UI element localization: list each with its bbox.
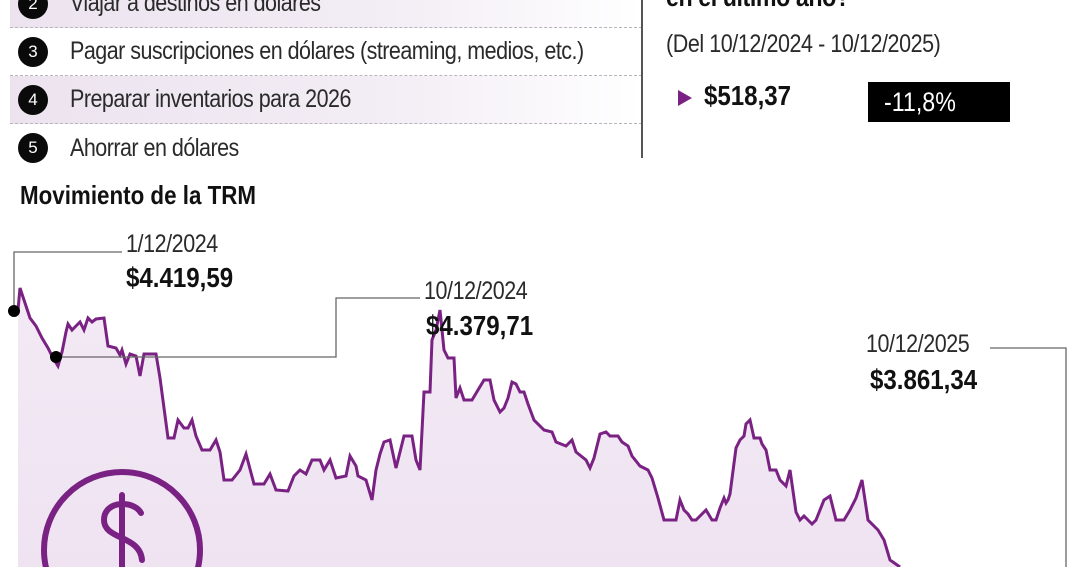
annotation-end-value: $3.861,34 — [870, 364, 978, 395]
leader-line-end — [990, 347, 1067, 567]
leader-line-start — [13, 251, 122, 310]
summary-title: en el último año? — [666, 0, 850, 13]
annotation-start-value: $4.419,59 — [126, 262, 234, 293]
summary-value: $518,37 — [704, 80, 792, 111]
chart-line — [16, 287, 901, 567]
number-badge: 2 — [18, 0, 48, 19]
change-percent-text: -11,8% — [884, 86, 956, 117]
recommendations-list: 2 Viajar a destinos en dólares 3 Pagar s… — [10, 0, 642, 172]
dollar-circle-icon — [41, 469, 203, 567]
list-item: 5 Ahorrar en dólares — [10, 124, 642, 172]
list-item: 2 Viajar a destinos en dólares — [10, 0, 642, 28]
vertical-divider — [641, 0, 643, 158]
chart-title: Movimiento de la TRM — [20, 180, 257, 210]
list-item-label: Viajar a destinos en dólares — [70, 0, 321, 17]
marker-low — [50, 351, 62, 363]
annotation-peak-date: 10/12/2024 — [424, 277, 528, 305]
annotation-end-date: 10/12/2025 — [866, 330, 970, 358]
summary-date-range: (Del 10/12/2024 - 10/12/2025) — [666, 30, 941, 58]
chart-area-fill — [18, 288, 900, 567]
number-badge: 3 — [18, 36, 48, 67]
number-badge: 5 — [18, 133, 48, 163]
list-item-label: Preparar inventarios para 2026 — [70, 85, 351, 113]
change-percent-badge: -11,8% — [868, 82, 1010, 122]
triangle-right-icon — [678, 90, 692, 106]
annotation-peak-value: $4.379,71 — [426, 310, 534, 341]
leader-line-peak — [56, 297, 420, 358]
annotation-start-date: 1/12/2024 — [126, 230, 218, 258]
list-item-label: Pagar suscripciones en dólares (streamin… — [70, 37, 584, 65]
list-item-label: Ahorrar en dólares — [70, 133, 239, 162]
list-item: 3 Pagar suscripciones en dólares (stream… — [10, 28, 642, 76]
marker-start — [8, 305, 20, 317]
list-item: 4 Preparar inventarios para 2026 — [10, 76, 642, 124]
number-badge: 4 — [18, 84, 48, 115]
